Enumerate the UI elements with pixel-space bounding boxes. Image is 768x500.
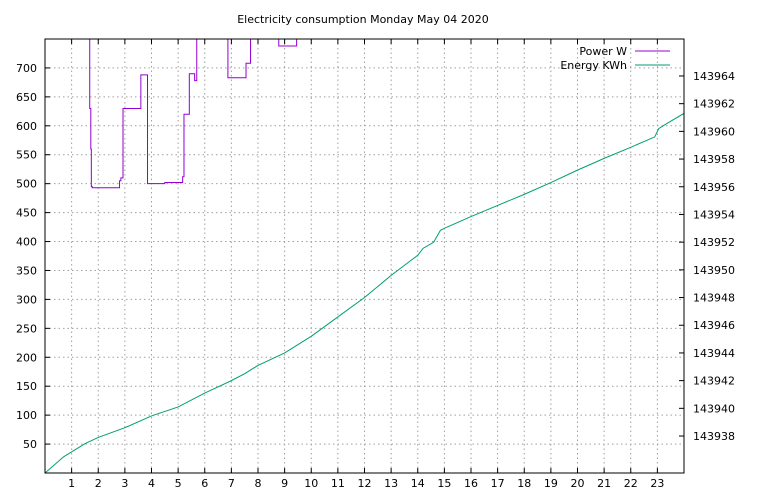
x-tick-label: 13: [384, 477, 398, 490]
axis-ticks: 1 2 3 4 5 6 7 8 9 10 11 12 13 14 15 16 17 18 19 20 21 22 23501…: [16, 39, 735, 490]
x-tick-label: 23: [650, 477, 664, 490]
y-tick-label: 250: [16, 322, 37, 335]
y2-tick-label: 143952: [693, 236, 735, 249]
x-tick-label: 16: [464, 477, 478, 490]
x-tick-label: 6: [201, 477, 208, 490]
x-tick-label: 20: [571, 477, 585, 490]
y-tick-label: 100: [16, 409, 37, 422]
y2-tick-label: 143950: [693, 264, 735, 277]
y2-tick-label: 143964: [693, 70, 735, 83]
x-tick-label: 3: [121, 477, 128, 490]
legend-label-energy-kwh: Energy KWh: [560, 59, 627, 72]
x-tick-label: 15: [437, 477, 451, 490]
y2-tick-label: 143948: [693, 292, 735, 305]
chart-title: Electricity consumption Monday May 04 20…: [237, 13, 489, 26]
x-tick-label: 5: [175, 477, 182, 490]
series-line-energy-kwh: [45, 112, 684, 473]
y-tick-label: 50: [23, 438, 37, 451]
series-line-power-w: [89, 39, 298, 189]
y2-tick-label: 143946: [693, 319, 735, 332]
x-tick-label: 7: [228, 477, 235, 490]
x-tick-label: 4: [148, 477, 155, 490]
y2-tick-label: 143954: [693, 208, 735, 221]
y-tick-label: 550: [16, 149, 37, 162]
grid: [45, 39, 684, 473]
x-tick-label: 12: [358, 477, 372, 490]
x-tick-label: 18: [517, 477, 531, 490]
y-tick-label: 500: [16, 178, 37, 191]
y-tick-label: 700: [16, 62, 37, 75]
y2-tick-label: 143942: [693, 375, 735, 388]
x-tick-label: 1: [68, 477, 75, 490]
y-tick-label: 300: [16, 293, 37, 306]
series-layer: [45, 39, 684, 473]
y-tick-label: 150: [16, 380, 37, 393]
x-tick-label: 8: [255, 477, 262, 490]
y-tick-label: 350: [16, 264, 37, 277]
y-tick-label: 400: [16, 236, 37, 249]
x-tick-label: 14: [411, 477, 425, 490]
x-tick-label: 21: [597, 477, 611, 490]
y-tick-label: 450: [16, 207, 37, 220]
x-tick-label: 10: [304, 477, 318, 490]
x-tick-label: 22: [624, 477, 638, 490]
x-tick-label: 2: [95, 477, 102, 490]
y2-tick-label: 143944: [693, 347, 735, 360]
y2-tick-label: 143962: [693, 98, 735, 111]
x-tick-label: 9: [281, 477, 288, 490]
y2-tick-label: 143958: [693, 153, 735, 166]
y2-tick-label: 143960: [693, 125, 735, 138]
x-tick-label: 11: [331, 477, 345, 490]
y2-tick-label: 143938: [693, 430, 735, 443]
legend-label-power-w: Power W: [579, 45, 627, 58]
x-tick-label: 19: [544, 477, 558, 490]
x-tick-label: 17: [491, 477, 505, 490]
y2-tick-label: 143940: [693, 402, 735, 415]
y-tick-label: 600: [16, 120, 37, 133]
y-tick-label: 650: [16, 91, 37, 104]
y-tick-label: 200: [16, 351, 37, 364]
y2-tick-label: 143956: [693, 181, 735, 194]
